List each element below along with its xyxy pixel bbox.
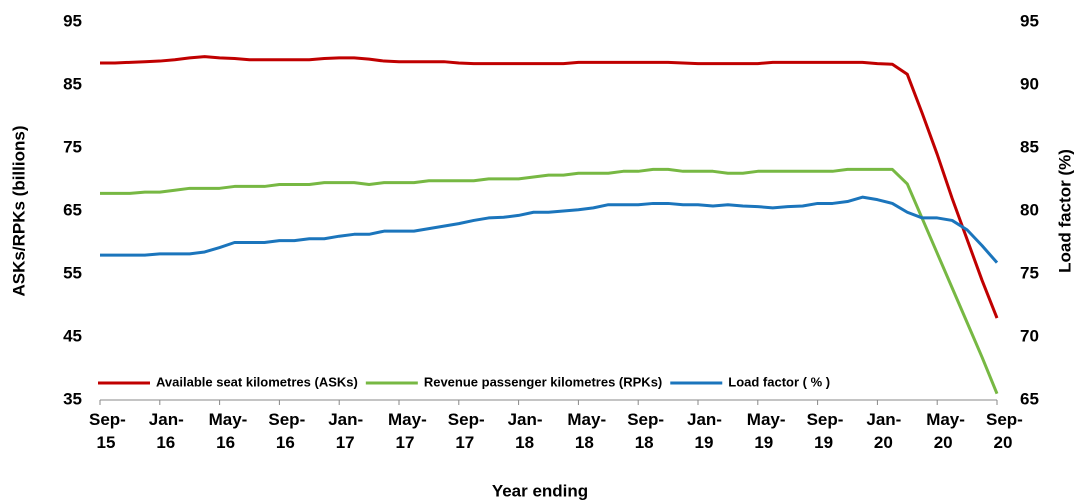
series-line (100, 167, 999, 395)
x-tick-label: Sep-18 (627, 410, 665, 452)
x-tick-label: May-18 (567, 410, 607, 452)
x-tick-label: Jan-16 (148, 410, 184, 452)
x-tick-label: Jan-18 (507, 410, 543, 452)
y2-axis-title: Load factor (%) (1055, 149, 1074, 273)
x-tick-label: May-20 (926, 410, 965, 452)
y2-tick-label: 70 (1020, 326, 1039, 345)
x-tick-label: Sep-17 (447, 410, 485, 452)
x-axis-title: Year ending (492, 481, 588, 500)
x-tick-label: May-19 (746, 410, 786, 452)
y2-tick-label: 90 (1020, 74, 1039, 93)
y-tick-label: 95 (63, 11, 82, 30)
series-line (100, 195, 999, 264)
y2-tick-label: 80 (1020, 200, 1039, 219)
x-tick-label: Sep-15 (89, 410, 126, 452)
y-tick-label: 45 (63, 326, 82, 345)
y2-tick-label: 85 (1020, 137, 1039, 156)
series-line (100, 55, 999, 319)
x-tick-label: Sep-19 (806, 410, 844, 452)
y-tick-label: 65 (63, 200, 82, 219)
legend-label: Available seat kilometres (ASKs) (156, 374, 358, 389)
x-tick-label: Jan-20 (866, 410, 902, 452)
legend-label: Load factor ( % ) (728, 374, 830, 389)
y-tick-label: 55 (63, 263, 82, 282)
y-tick-label: 35 (63, 389, 82, 408)
x-tick-label: Sep-20 (986, 410, 1023, 452)
x-tick-label: May-16 (208, 410, 248, 452)
y-tick-label: 75 (63, 137, 82, 156)
y2-tick-label: 65 (1020, 389, 1039, 408)
y2-tick-label: 95 (1020, 11, 1039, 30)
x-tick-label: Jan-17 (328, 410, 364, 452)
y-tick-label: 85 (63, 74, 82, 93)
legend-label: Revenue passenger kilometres (RPKs) (424, 374, 662, 389)
x-tick-label: Sep-16 (268, 410, 306, 452)
y2-tick-label: 75 (1020, 263, 1039, 282)
x-tick-label: Jan-19 (687, 410, 722, 452)
x-tick-label: May-17 (388, 410, 427, 452)
y-axis-title: ASKs/RPKs (billions) (9, 126, 28, 297)
